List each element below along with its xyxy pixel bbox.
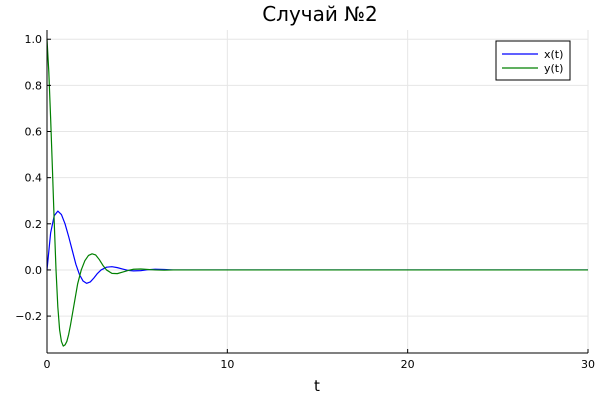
- x-tick-label: 10: [220, 358, 234, 371]
- y-tick-label: −0.2: [15, 310, 42, 323]
- x-tick-label: 30: [581, 358, 595, 371]
- y-tick-label: 0.8: [25, 79, 43, 92]
- x-tick-label: 0: [44, 358, 51, 371]
- chart-title: Случай №2: [262, 2, 378, 26]
- series-line-y: [46, 39, 588, 347]
- y-tick-label: 1.0: [25, 33, 43, 46]
- legend: x(t) y(t): [495, 40, 571, 81]
- axes: [46, 30, 588, 354]
- series-line-x: [46, 210, 588, 284]
- tick-labels: 0 10 20 30 −0.2 0.0 0.2 0.4 0.6 0.8 1.0: [15, 33, 595, 371]
- y-tick-label: 0.4: [25, 172, 43, 185]
- plot-series: [46, 39, 588, 347]
- y-tick-label: 0.6: [25, 126, 43, 139]
- x-axis-label: t: [314, 377, 320, 395]
- legend-label-y: y(t): [544, 62, 563, 75]
- legend-label-x: x(t): [544, 48, 563, 61]
- legend-box: [495, 40, 571, 81]
- y-tick-label: 0.0: [25, 264, 43, 277]
- y-tick-label: 0.2: [25, 218, 43, 231]
- x-tick-label: 20: [401, 358, 415, 371]
